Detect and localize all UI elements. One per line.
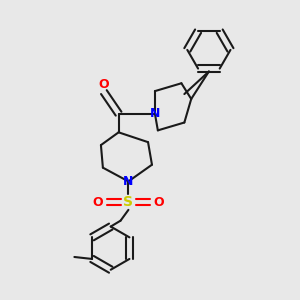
Text: N: N	[150, 107, 160, 120]
Text: O: O	[154, 196, 164, 208]
Text: O: O	[93, 196, 103, 208]
Text: S: S	[123, 195, 134, 209]
Text: N: N	[123, 175, 134, 188]
Text: O: O	[99, 78, 109, 91]
